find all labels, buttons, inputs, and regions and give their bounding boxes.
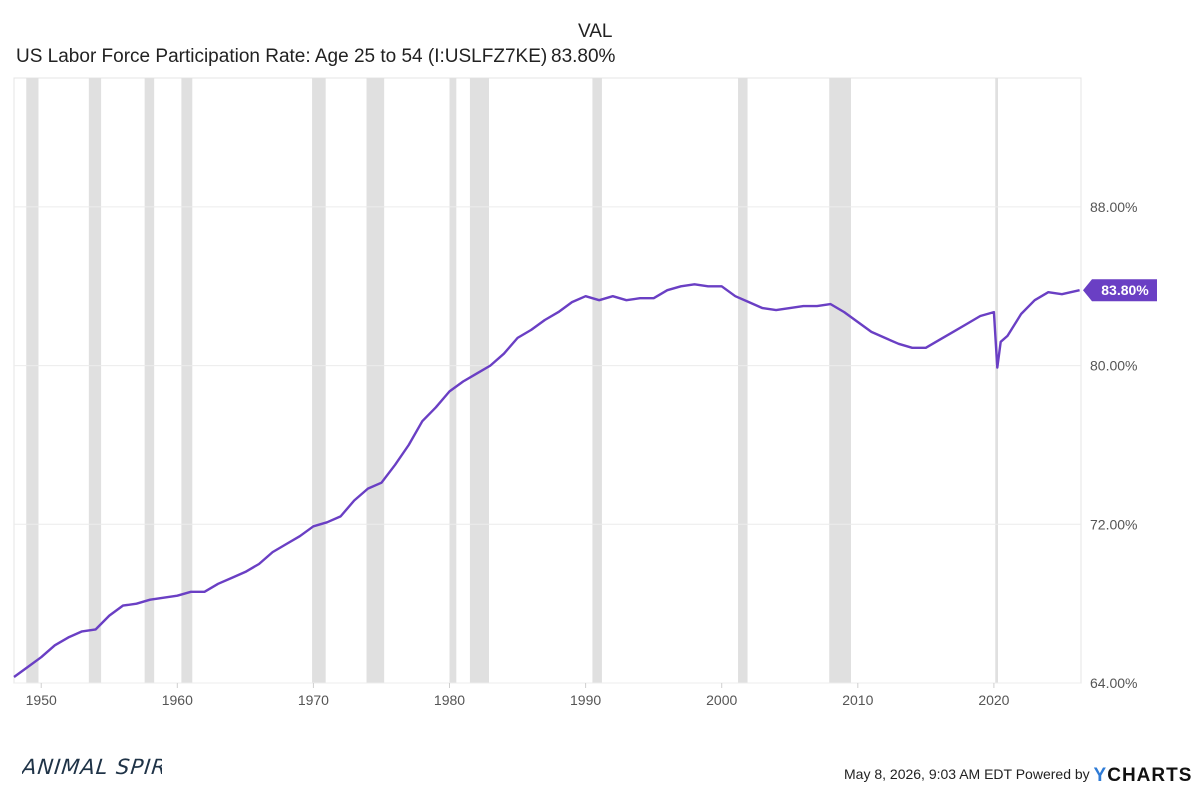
y-tick-label: 80.00% xyxy=(1090,358,1137,374)
svg-text:ANIMAL SPIRITS: ANIMAL SPIRITS xyxy=(22,754,162,779)
chart-footer: May 8, 2026, 9:03 AM EDT Powered by YCHA… xyxy=(844,765,1192,787)
series-name: US Labor Force Participation Rate: Age 2… xyxy=(16,46,548,67)
timestamp: May 8, 2026, 9:03 AM EDT Powered by xyxy=(844,766,1090,782)
x-tick-label: 2010 xyxy=(842,692,873,708)
x-tick-label: 2000 xyxy=(706,692,737,708)
y-tick-label: 72.00% xyxy=(1090,516,1137,532)
logo-art: ANIMAL SPIRITS xyxy=(19,754,204,779)
x-tick-label: 2020 xyxy=(978,692,1009,708)
recession-band xyxy=(366,78,385,683)
recession-band xyxy=(88,78,102,683)
x-tick-label: 1990 xyxy=(570,692,601,708)
recession-band xyxy=(995,78,998,683)
recession-band xyxy=(26,78,39,683)
ycharts-logo: YCHARTS xyxy=(1093,765,1193,786)
series-value: 83.80% xyxy=(551,46,616,67)
recession-band xyxy=(449,78,457,683)
recession-band xyxy=(181,78,193,683)
animal-spirits-logo: ANIMAL SPIRITS xyxy=(19,750,204,791)
x-tick-label: 1970 xyxy=(298,692,329,708)
series-line xyxy=(13,283,1080,678)
x-tick-label: 1960 xyxy=(162,692,193,708)
recession-band xyxy=(829,78,851,683)
x-tick-label: 1950 xyxy=(26,692,57,708)
recession-band xyxy=(312,78,326,683)
y-tick-label: 64.00% xyxy=(1090,675,1137,691)
plot-area xyxy=(13,77,1082,684)
legend-column-header: VAL xyxy=(578,21,613,42)
x-tick-label: 1980 xyxy=(434,692,465,708)
recession-band xyxy=(144,78,155,683)
recession-band xyxy=(592,78,602,683)
recession-band xyxy=(738,78,748,683)
y-tick-label: 88.00% xyxy=(1090,199,1137,215)
badge-shape xyxy=(1083,279,1157,302)
recession-band xyxy=(469,78,489,683)
last-value-badge: 83.80% xyxy=(1083,279,1157,302)
last-value-label: 83.80% xyxy=(1101,282,1149,298)
